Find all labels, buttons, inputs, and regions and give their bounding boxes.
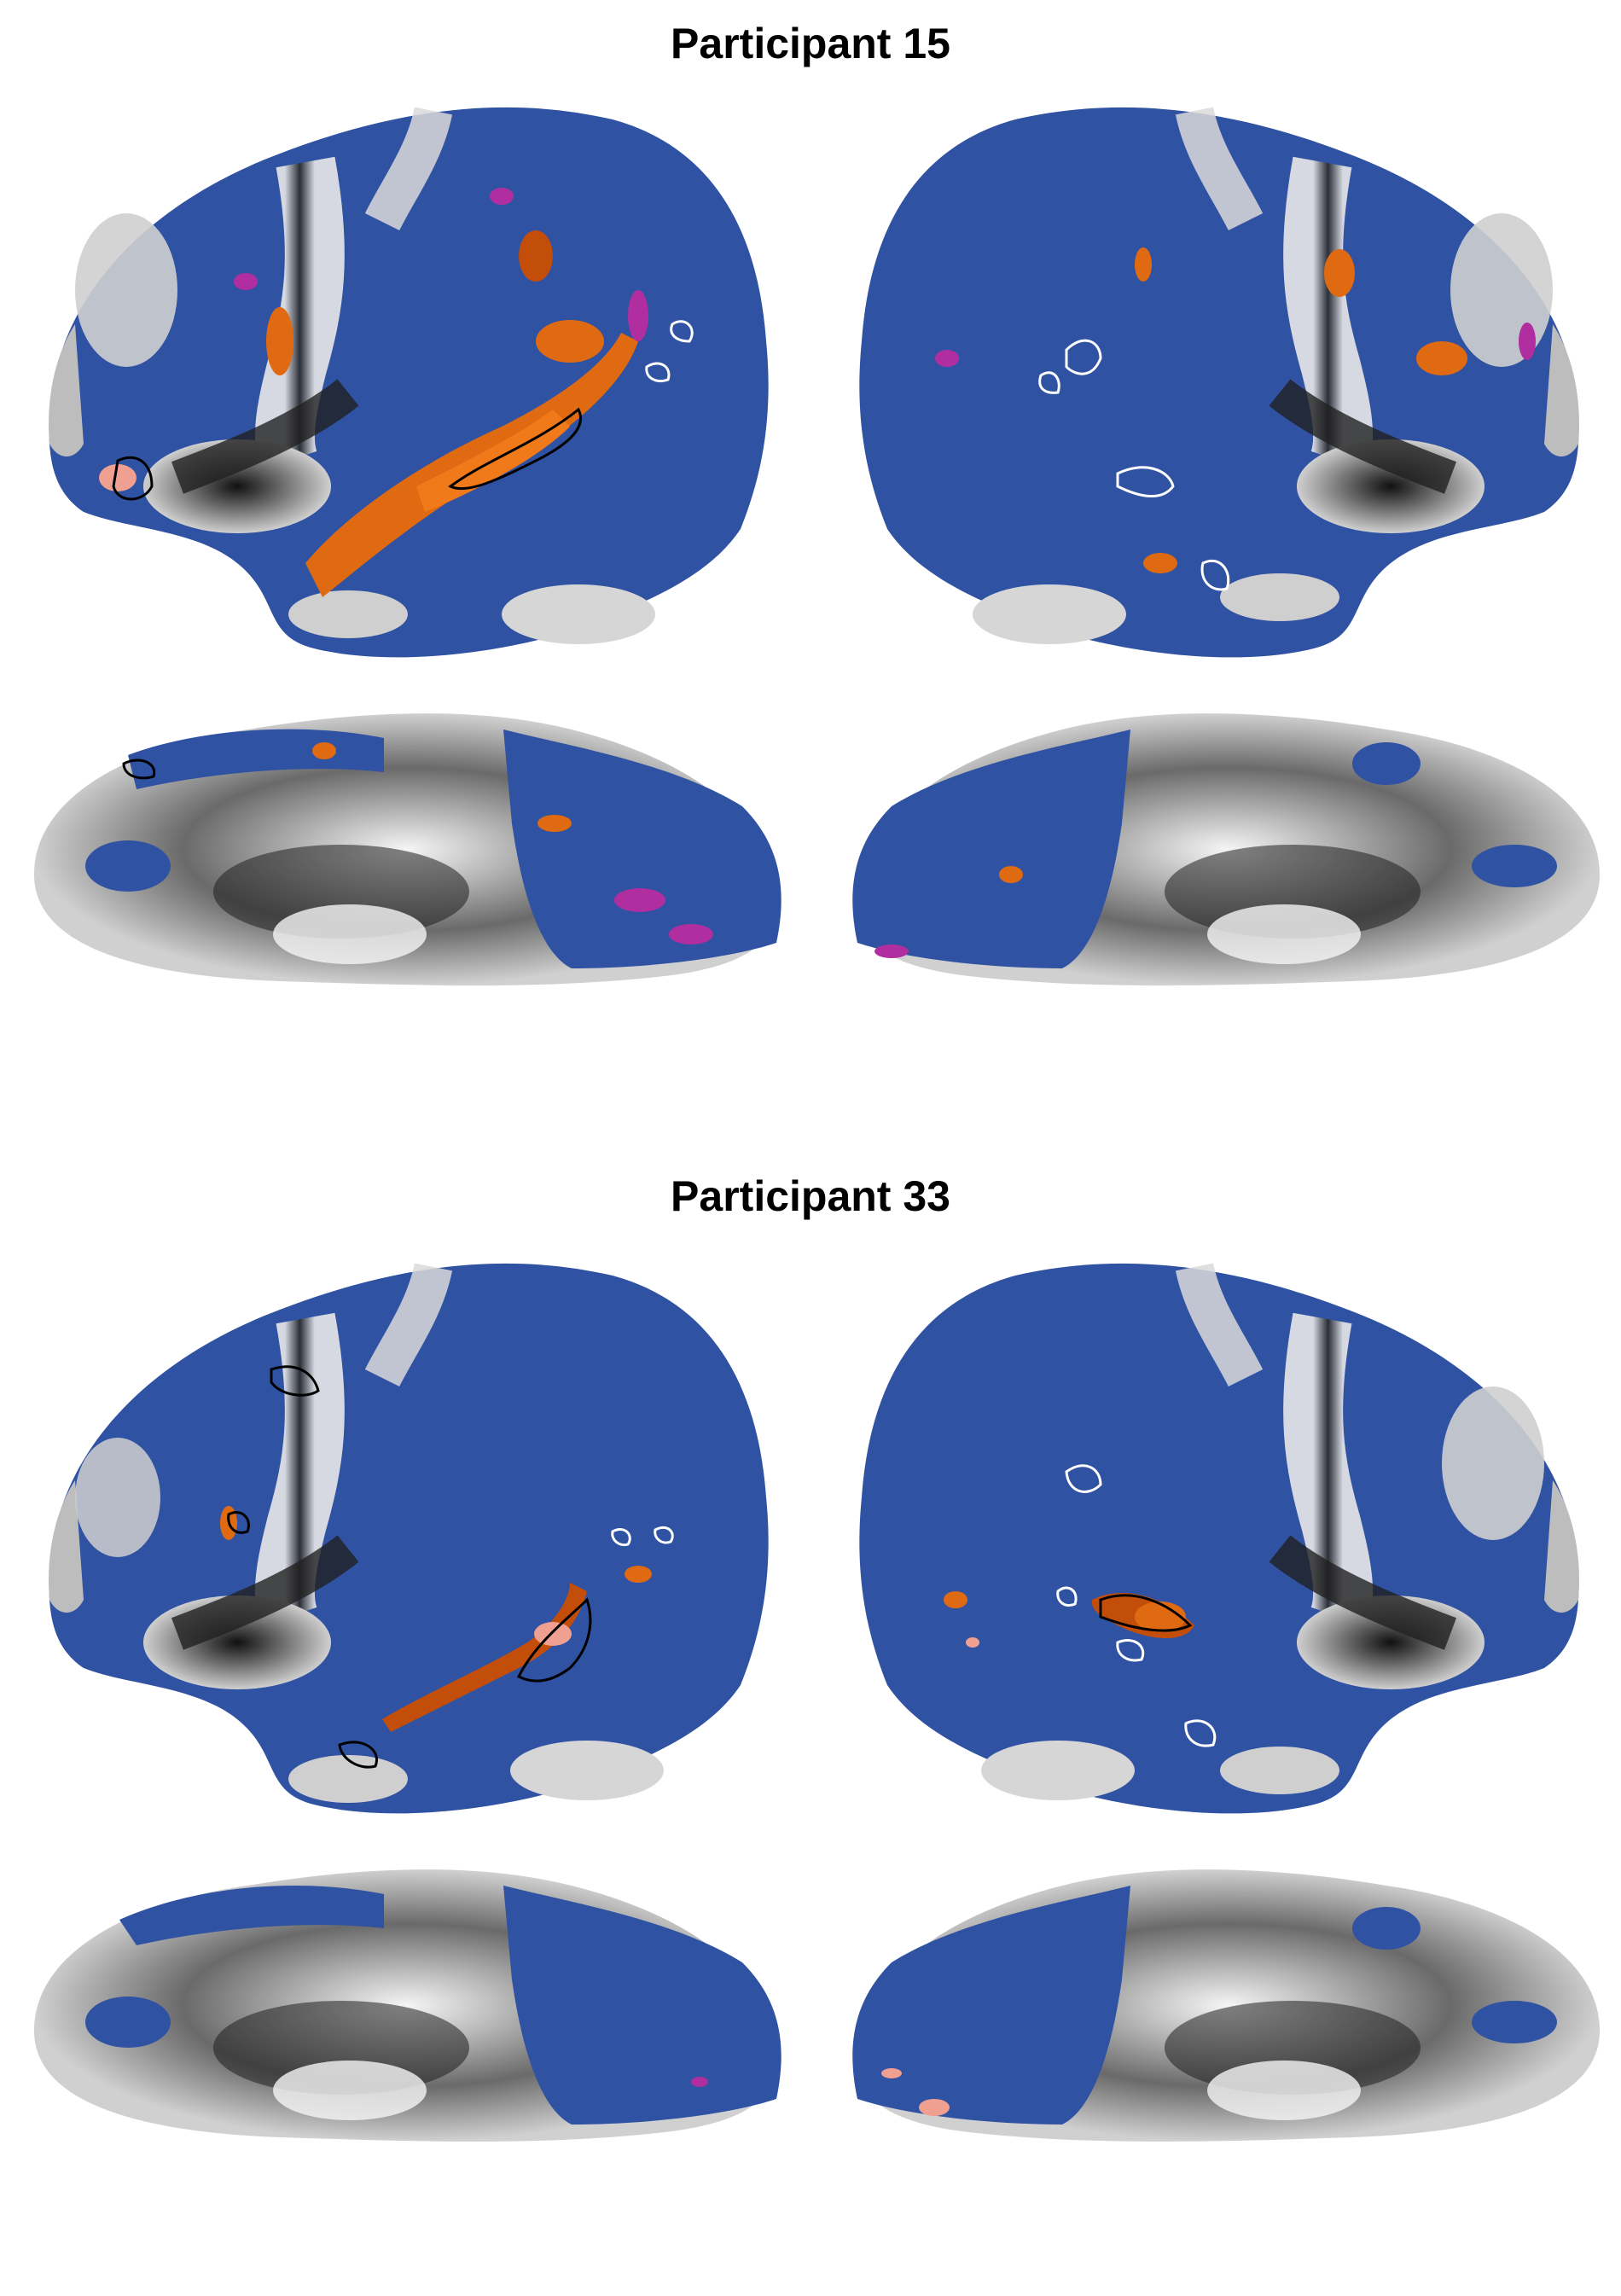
panel-participant-15: Participant 15	[0, 0, 1621, 1143]
brain-left-medial-view	[34, 713, 781, 985]
panel-title: Participant 15	[671, 20, 950, 67]
brain-right-lateral-view	[859, 1263, 1579, 1814]
brain-right-medial-view	[852, 1869, 1600, 2142]
brain-left-medial-view	[34, 1869, 781, 2142]
brain-left-lateral-view	[49, 107, 769, 658]
brain-right-medial-view	[852, 713, 1600, 985]
panel-participant-33: Participant 33	[0, 1143, 1621, 2296]
brain-left-lateral-view	[49, 1263, 769, 1814]
brain-right-lateral-view	[859, 107, 1579, 658]
panel-title: Participant 33	[671, 1172, 950, 1220]
